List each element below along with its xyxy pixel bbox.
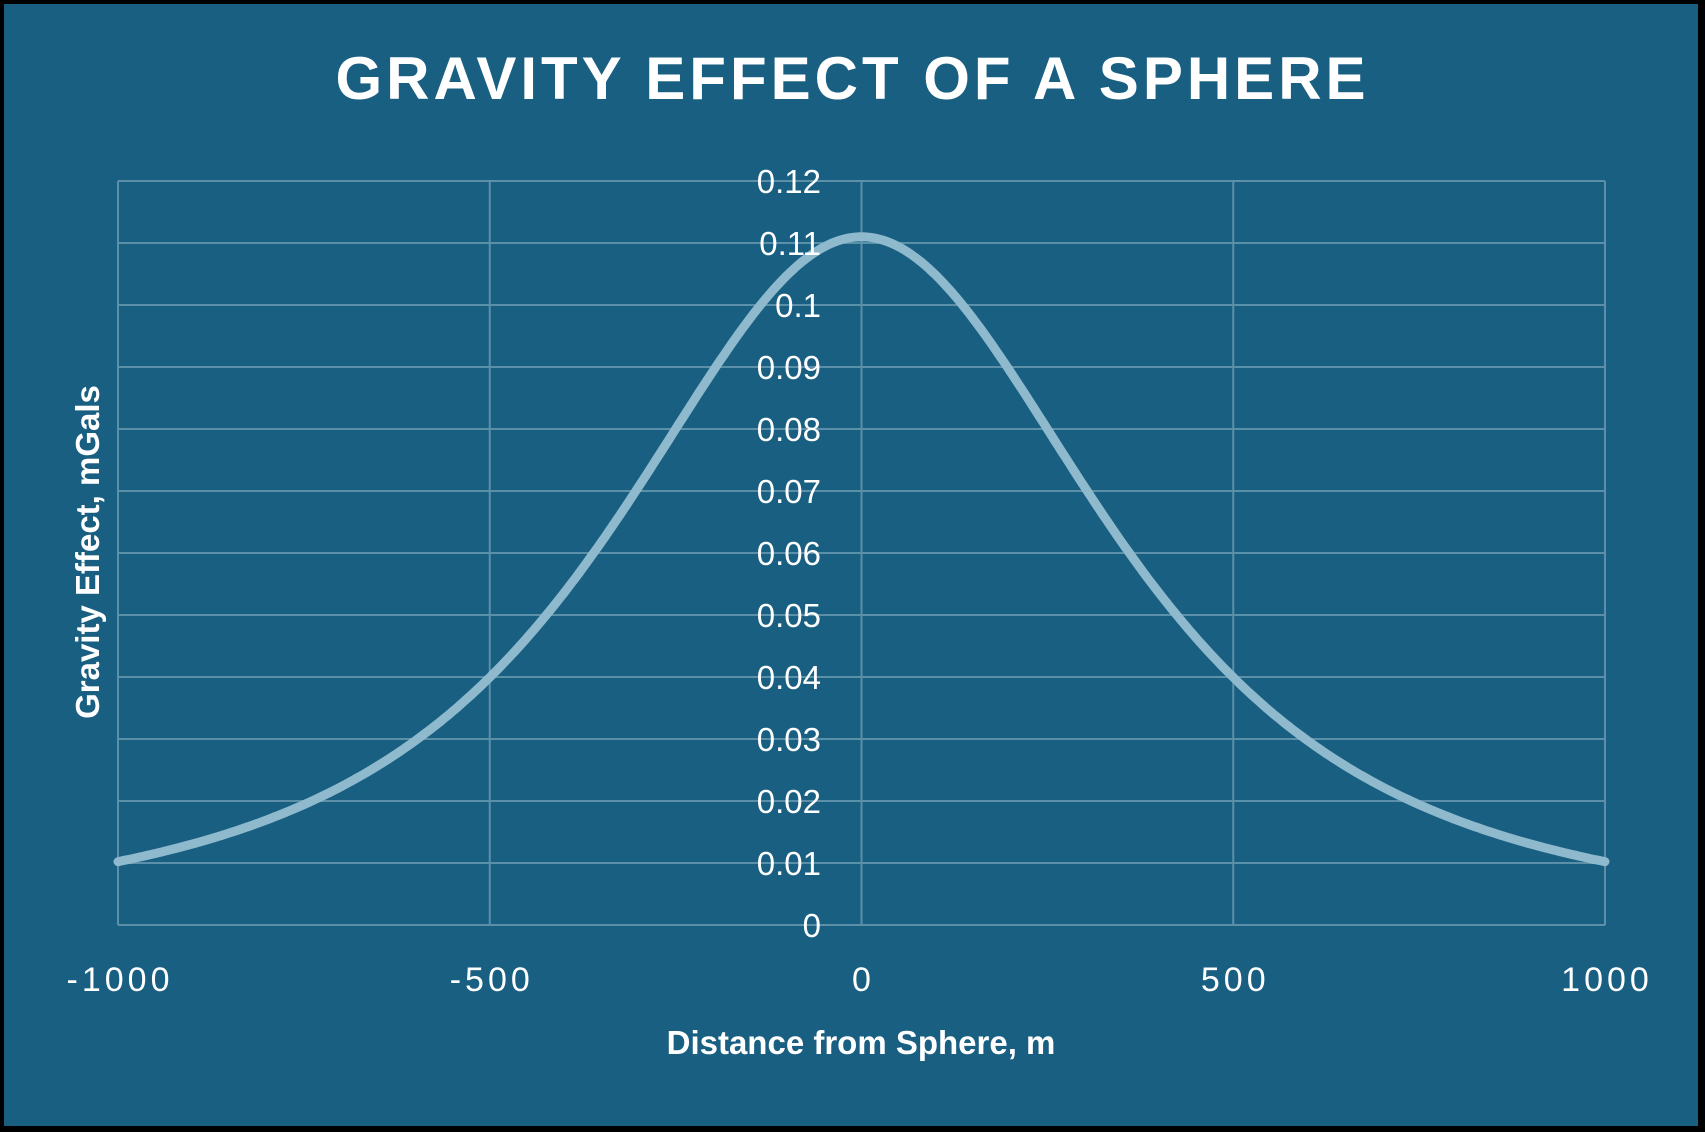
y-tick-label: 0.08 [757,411,821,448]
y-axis-title: Gravity Effect, mGals [69,385,106,719]
x-tick-label: -1000 [67,961,174,999]
y-tick-label: 0.05 [757,597,821,634]
x-axis-ticks: -1000 -500 0 500 1000 [67,961,1653,999]
y-tick-label: 0.07 [757,473,821,510]
chart-title: GRAVITY EFFECT OF A SPHERE [335,45,1370,112]
y-tick-label: 0.01 [757,845,821,882]
data-curve [113,232,1610,867]
x-tick-label: 500 [1201,961,1270,999]
chart-panel [4,4,1698,1126]
y-tick-label: 0.02 [757,783,821,820]
x-tick-label: -500 [450,961,534,999]
y-tick-label: 0.04 [757,659,821,696]
y-axis-ticks: 0 0.01 0.02 0.03 0.04 0.05 0.06 0.07 0.08 0.09 0.1… [757,163,821,944]
y-tick-label: 0.12 [757,163,821,200]
y-tick-label: 0 [803,907,821,944]
y-tick-label: 0.11 [759,225,821,262]
x-tick-label: 0 [852,961,875,999]
y-tick-label: 0.03 [757,721,821,758]
y-tick-label: 0.09 [757,349,821,386]
y-tick-label: 0.06 [757,535,821,572]
grid-lines [117,180,1606,926]
y-tick-label: 0.1 [775,287,821,324]
x-tick-label: 1000 [1561,961,1653,999]
x-axis-title: Distance from Sphere, m [667,1024,1056,1061]
gravity-curve [113,232,1610,867]
